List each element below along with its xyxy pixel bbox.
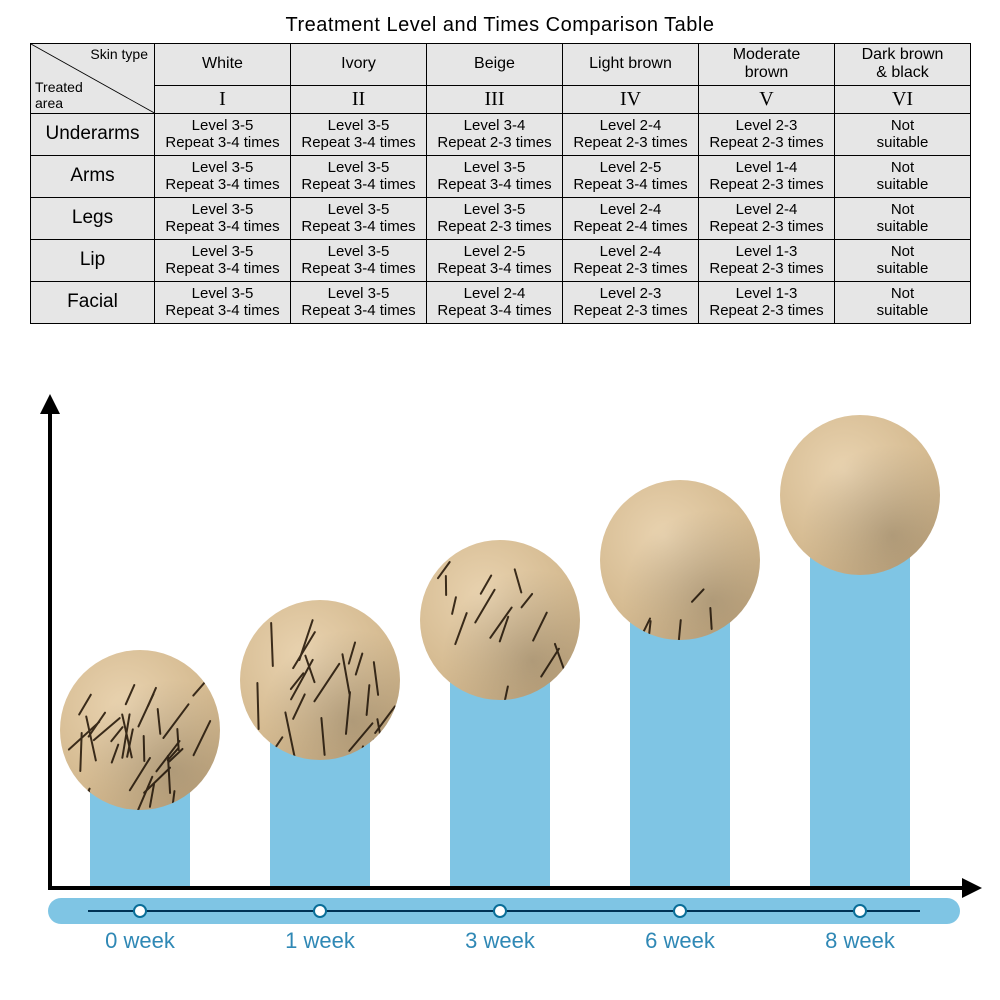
table-cell: Level 2-5Repeat 3-4 times: [427, 239, 563, 281]
timeline-dot: [493, 904, 507, 918]
timeline-label: 3 week: [465, 928, 535, 954]
table-cell: Level 3-5Repeat 3-4 times: [291, 197, 427, 239]
table-cell: Level 3-5Repeat 3-4 times: [155, 155, 291, 197]
skin-sample-circle: [600, 480, 760, 640]
table-cell: Level 1-3Repeat 2-3 times: [699, 281, 835, 323]
table-cell: Level 2-4Repeat 2-3 times: [563, 113, 699, 155]
table-cell: Level 2-4Repeat 2-3 times: [563, 239, 699, 281]
table-cell: Level 3-5Repeat 3-4 times: [291, 281, 427, 323]
table-cell: Level 2-4Repeat 3-4 times: [427, 281, 563, 323]
treated-area-label: Legs: [31, 197, 155, 239]
skin-type-roman: IV: [563, 85, 699, 113]
treated-area-label: Arms: [31, 155, 155, 197]
treated-area-label: Lip: [31, 239, 155, 281]
timeline-label: 1 week: [285, 928, 355, 954]
timeline-dot: [313, 904, 327, 918]
table-cell: Level 2-4Repeat 2-4 times: [563, 197, 699, 239]
skin-sample-circle: [240, 600, 400, 760]
skin-type-header: Light brown: [563, 44, 699, 86]
timeline-dot: [673, 904, 687, 918]
skin-type-header: Dark brown& black: [835, 44, 971, 86]
table-cell: Level 3-5Repeat 3-4 times: [155, 281, 291, 323]
table-cell: Notsuitable: [835, 113, 971, 155]
table-cell: Level 2-3Repeat 2-3 times: [699, 113, 835, 155]
treated-area-label: Underarms: [31, 113, 155, 155]
table-cell: Level 2-5Repeat 3-4 times: [563, 155, 699, 197]
table-cell: Level 3-5Repeat 3-4 times: [291, 239, 427, 281]
table-cell: Level 3-5Repeat 3-4 times: [155, 197, 291, 239]
skin-type-roman: II: [291, 85, 427, 113]
timeline-label: 6 week: [645, 928, 715, 954]
timeline-bar: [48, 898, 960, 924]
skin-type-header: Ivory: [291, 44, 427, 86]
table-cell: Notsuitable: [835, 197, 971, 239]
timeline-label: 8 week: [825, 928, 895, 954]
table-cell: Level 1-4Repeat 2-3 times: [699, 155, 835, 197]
table-cell: Level 2-4Repeat 2-3 times: [699, 197, 835, 239]
table-cell: Level 3-5Repeat 3-4 times: [155, 239, 291, 281]
table-cell: Level 2-3Repeat 2-3 times: [563, 281, 699, 323]
corner-top-label: Skin type: [90, 46, 148, 62]
page-title: Treatment Level and Times Comparison Tab…: [0, 0, 1000, 43]
treated-area-label: Facial: [31, 281, 155, 323]
skin-sample-circle: [780, 415, 940, 575]
skin-sample-circle: [420, 540, 580, 700]
table-cell: Notsuitable: [835, 281, 971, 323]
table-cell: Notsuitable: [835, 239, 971, 281]
skin-type-roman: I: [155, 85, 291, 113]
skin-type-header: Beige: [427, 44, 563, 86]
table-corner: Skin type Treatedarea: [31, 44, 155, 114]
table-cell: Level 1-3Repeat 2-3 times: [699, 239, 835, 281]
skin-type-roman: V: [699, 85, 835, 113]
progress-chart: 0 week 1 week 3 week 6 week 8 week: [20, 400, 980, 960]
table-cell: Level 3-4Repeat 2-3 times: [427, 113, 563, 155]
timeline-label: 0 week: [105, 928, 175, 954]
timeline-dot: [853, 904, 867, 918]
skin-type-header: White: [155, 44, 291, 86]
skin-type-roman: VI: [835, 85, 971, 113]
table-cell: Level 3-5Repeat 3-4 times: [291, 155, 427, 197]
skin-sample-circle: [60, 650, 220, 810]
table-cell: Level 3-5Repeat 3-4 times: [427, 155, 563, 197]
table-cell: Level 3-5Repeat 3-4 times: [291, 113, 427, 155]
table-cell: Notsuitable: [835, 155, 971, 197]
skin-type-roman: III: [427, 85, 563, 113]
corner-bottom-label: Treatedarea: [35, 79, 83, 111]
timeline-dot: [133, 904, 147, 918]
skin-type-header: Moderatebrown: [699, 44, 835, 86]
table-cell: Level 3-5Repeat 2-3 times: [427, 197, 563, 239]
comparison-table: Skin type Treatedarea WhiteIvoryBeigeLight…: [30, 43, 970, 324]
table-cell: Level 3-5Repeat 3-4 times: [155, 113, 291, 155]
